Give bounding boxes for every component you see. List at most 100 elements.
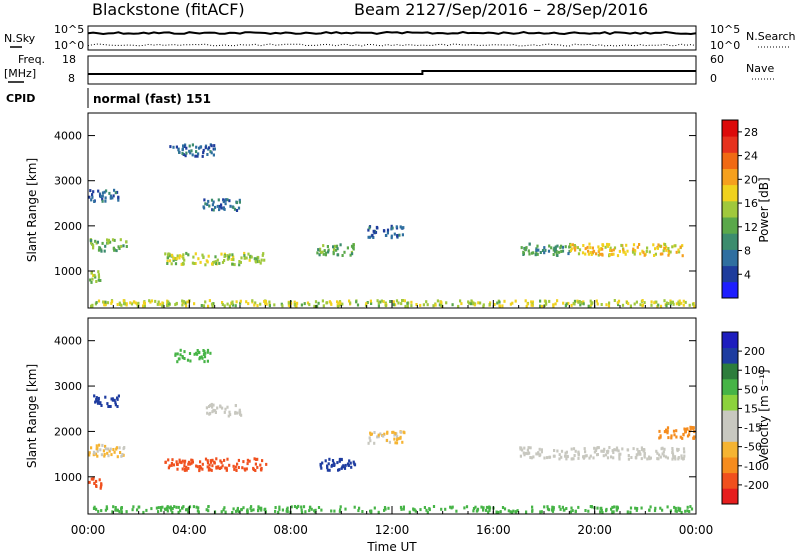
data-cell [449,505,452,509]
data-cell [161,505,164,509]
data-cell [509,510,512,514]
data-cell [200,304,203,307]
data-cell [171,510,174,514]
data-cell [634,456,637,459]
data-cell [357,509,360,513]
data-cell [129,301,132,305]
data-cell [214,409,217,413]
data-cell [201,467,204,471]
data-cell [548,508,551,512]
data-cell [634,506,637,510]
colorbar-tick-label: 200 [744,345,765,358]
data-cell [189,151,192,155]
data-cell [578,300,581,303]
data-cell [111,196,114,200]
data-cell [521,448,524,452]
data-cell [191,460,194,464]
data-cell [90,477,93,481]
data-cell [253,303,256,307]
data-cell [164,252,167,256]
data-cell [683,454,686,458]
data-cell [677,456,680,459]
data-cell [484,508,488,512]
data-cell [584,509,587,512]
data-cell [182,153,185,156]
data-cell [259,302,262,306]
data-cell [100,404,103,407]
data-cell [389,300,392,303]
data-cell [391,430,394,434]
data-cell [300,508,303,512]
data-cell [392,303,395,307]
data-cell [626,448,630,452]
data-cell [682,447,686,451]
data-cell [176,352,179,356]
data-cell [220,460,223,464]
data-cell [376,226,379,230]
data-cell [559,507,562,511]
data-cell [444,507,447,511]
data-cell [316,304,319,308]
data-cell [682,299,685,303]
data-cell [348,299,351,303]
data-cell [600,508,603,512]
data-cell [587,304,590,308]
data-cell [554,245,557,249]
data-cell [209,459,212,463]
data-cell [335,248,338,252]
data-cell [514,299,517,303]
data-cell [438,303,441,307]
colorbar-tick-label: 28 [744,126,758,139]
data-cell [361,510,364,513]
data-cell [207,509,210,513]
data-cell [662,450,665,454]
data-cell [373,441,376,445]
data-cell [293,302,296,306]
data-cell [198,468,201,471]
data-cell [656,246,659,250]
data-cell [166,259,169,263]
data-cell [98,443,101,447]
data-cell [195,505,198,509]
data-cell [560,244,563,248]
data-cell [426,303,429,307]
data-cell [178,458,181,462]
data-cell [451,505,454,509]
data-cell [231,262,234,266]
data-cell [227,255,231,259]
data-cell [501,304,504,308]
data-cell [277,510,280,514]
data-cell [573,299,577,303]
data-cell [617,303,620,307]
data-cell [228,410,231,414]
data-cell [558,453,561,457]
data-cell [310,507,313,511]
data-cell [206,465,209,469]
data-cell [97,273,100,277]
data-cell [149,300,152,304]
data-cell [196,349,199,352]
data-cell [601,243,604,247]
data-cell [159,302,162,306]
data-cell [564,245,567,249]
data-cell [236,411,239,415]
data-cell [545,302,548,306]
data-cell [584,252,587,256]
data-cell [195,351,198,355]
data-cell [114,403,117,407]
data-cell [595,299,598,303]
data-cell [530,300,533,304]
data-cell [344,507,347,511]
data-cell [609,249,612,252]
data-cell [671,447,674,450]
data-cell [113,398,116,402]
data-cell [167,252,170,256]
data-cell [519,454,522,458]
data-cell [330,464,333,468]
data-cell [207,304,210,308]
velocity-panel-frame [87,317,697,515]
data-cell [598,248,601,252]
data-cell [493,303,496,306]
data-cell [576,246,579,250]
data-cell [327,462,330,466]
